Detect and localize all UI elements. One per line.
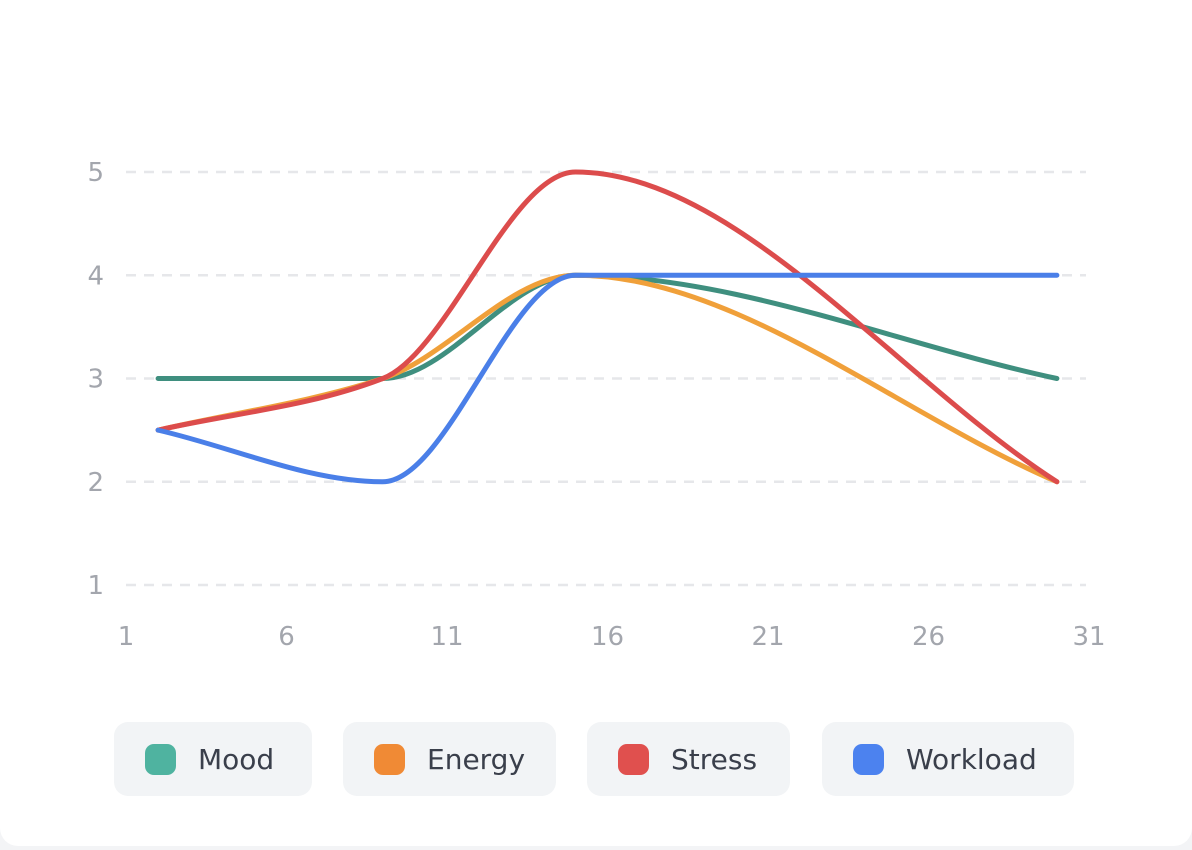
y-tick-label: 3 [87, 365, 104, 395]
x-tick-label: 21 [751, 622, 784, 652]
y-tick-label: 5 [87, 158, 104, 188]
y-tick-label: 4 [87, 261, 104, 291]
legend-item-workload[interactable]: Workload [822, 722, 1074, 796]
legend-swatch-stress [618, 743, 649, 775]
legend-label-energy: Energy [427, 742, 526, 776]
y-tick-label: 1 [87, 571, 104, 601]
legend: Mood Energy Stress Workload [0, 722, 1192, 796]
series-line-workload [155, 272, 1060, 485]
series-line-stress [155, 169, 1060, 485]
legend-item-energy[interactable]: Energy [343, 722, 556, 796]
series-lines [155, 169, 1060, 485]
legend-swatch-workload [853, 743, 884, 775]
x-tick-label: 31 [1072, 622, 1105, 652]
legend-item-mood[interactable]: Mood [114, 722, 312, 796]
legend-swatch-energy [374, 743, 405, 775]
x-tick-label: 26 [912, 622, 945, 652]
y-tick-label: 2 [87, 468, 104, 498]
legend-label-stress: Stress [671, 742, 758, 776]
x-tick-label: 11 [430, 622, 463, 652]
legend-swatch-mood [145, 743, 176, 775]
series-line-mood [155, 272, 1060, 382]
x-tick-label: 1 [118, 622, 135, 652]
legend-label-mood: Mood [198, 742, 275, 776]
legend-item-stress[interactable]: Stress [587, 722, 790, 796]
legend-label-workload: Workload [906, 742, 1037, 776]
x-tick-label: 16 [591, 622, 624, 652]
x-tick-label: 6 [278, 622, 295, 652]
x-axis-ticks: 1 6 11 16 21 26 31 [118, 622, 1106, 652]
y-axis-ticks: 1 2 3 4 5 [87, 158, 104, 601]
